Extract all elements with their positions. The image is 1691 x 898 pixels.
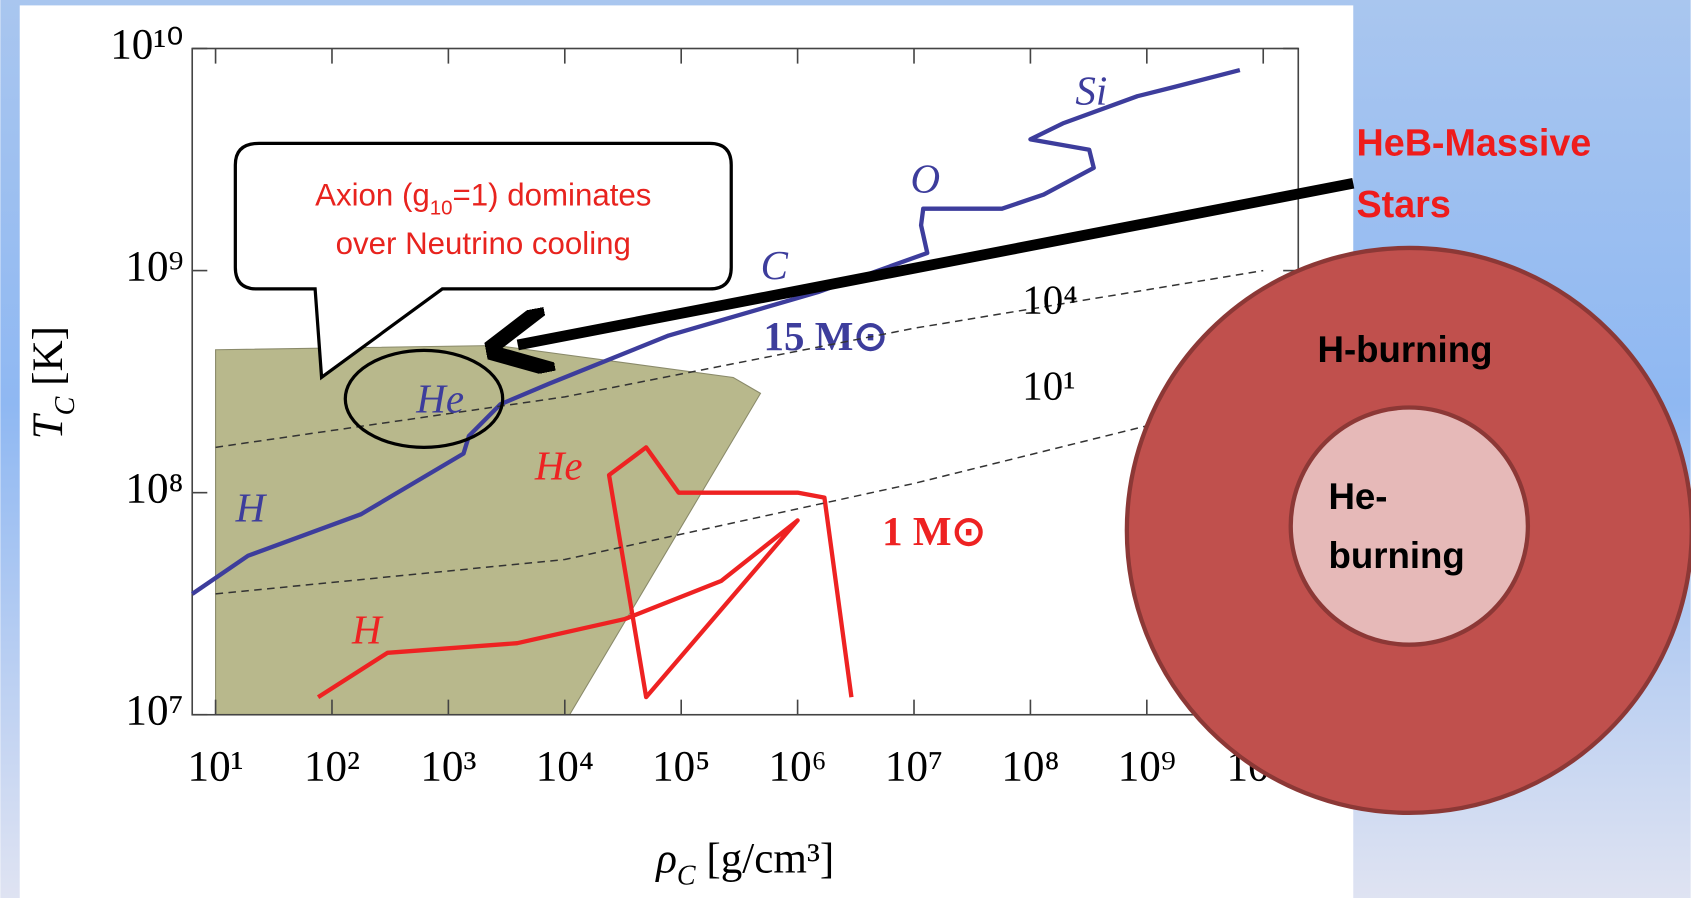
callout: Axion (g10=1) dominates over Neutrino co… <box>233 141 733 381</box>
y-axis-label: TC [K] <box>25 326 81 439</box>
side-title: Stars <box>1356 183 1450 225</box>
reference-line <box>215 269 1264 449</box>
x-tick-label: 10³ <box>420 744 476 791</box>
callout-text: over Neutrino cooling <box>336 226 631 261</box>
x-tick-label: 10⁷ <box>885 744 943 791</box>
text-part: over Neutrino cooling <box>336 226 631 261</box>
track-annotation: O <box>910 156 940 202</box>
y-tick-label: 10¹⁰ <box>110 21 183 68</box>
text-part: [K] <box>25 326 72 386</box>
text-part: T <box>25 412 72 439</box>
inner-label: He- <box>1328 476 1387 517</box>
track-line <box>190 67 1241 596</box>
text-part: 10 <box>430 196 453 219</box>
x-axis-label: ρC [g/cm³] <box>654 835 834 891</box>
reference-line <box>215 425 1148 595</box>
x-tick-label: 10⁴ <box>536 744 594 791</box>
inner-label: burning <box>1328 535 1464 576</box>
x-tick-label: 10⁸ <box>1001 744 1059 791</box>
track-annotation: H <box>235 484 268 530</box>
highlight-ellipse <box>343 348 505 449</box>
track-annotation: Si <box>1075 67 1107 113</box>
callout-text: Axion (g10=1) dominates <box>315 178 651 220</box>
inner-circle <box>1288 405 1531 647</box>
series-label: 10⁴ <box>1022 276 1077 322</box>
series-label: 10¹ <box>1022 363 1075 409</box>
x-tick-label: 10⁶ <box>769 744 827 791</box>
plot: 10¹ 10² 10³ 10⁴ 10⁵ 10⁶ 10⁷ 10⁸ 10⁹ 10¹⁰ 10⁷ 10⁸ 10⁹… <box>25 21 1300 891</box>
track-annotation: C <box>761 242 789 288</box>
track-annotation: He <box>534 442 583 488</box>
x-tick-label: 10⁵ <box>652 744 710 791</box>
y-tick-label: 10⁷ <box>125 688 183 735</box>
y-tick-label: 10⁹ <box>125 243 183 290</box>
y-tick-label: 10⁸ <box>125 466 183 513</box>
text-part: [g/cm³] <box>706 835 834 882</box>
side-title: HeB-Massive <box>1356 122 1591 164</box>
x-tick-label: 10² <box>304 744 360 791</box>
text-part: ρ <box>654 835 677 882</box>
track-line <box>316 445 854 700</box>
text-part: Axion (g <box>315 178 430 213</box>
outer-label: H-burning <box>1317 329 1492 370</box>
callout-box <box>233 141 733 381</box>
arrow <box>518 177 1355 345</box>
x-tick-label: 10¹ <box>188 744 244 791</box>
series-label: 15 M⊙ <box>764 313 888 359</box>
text-part: =1) dominates <box>453 178 652 213</box>
track-annotation: H <box>351 606 384 652</box>
series-label: 1 M⊙ <box>882 508 986 554</box>
track-annotation: He <box>415 376 464 422</box>
x-tick-label: 10⁹ <box>1118 744 1176 791</box>
text-part: C <box>50 396 81 415</box>
text-part: C <box>677 860 696 891</box>
